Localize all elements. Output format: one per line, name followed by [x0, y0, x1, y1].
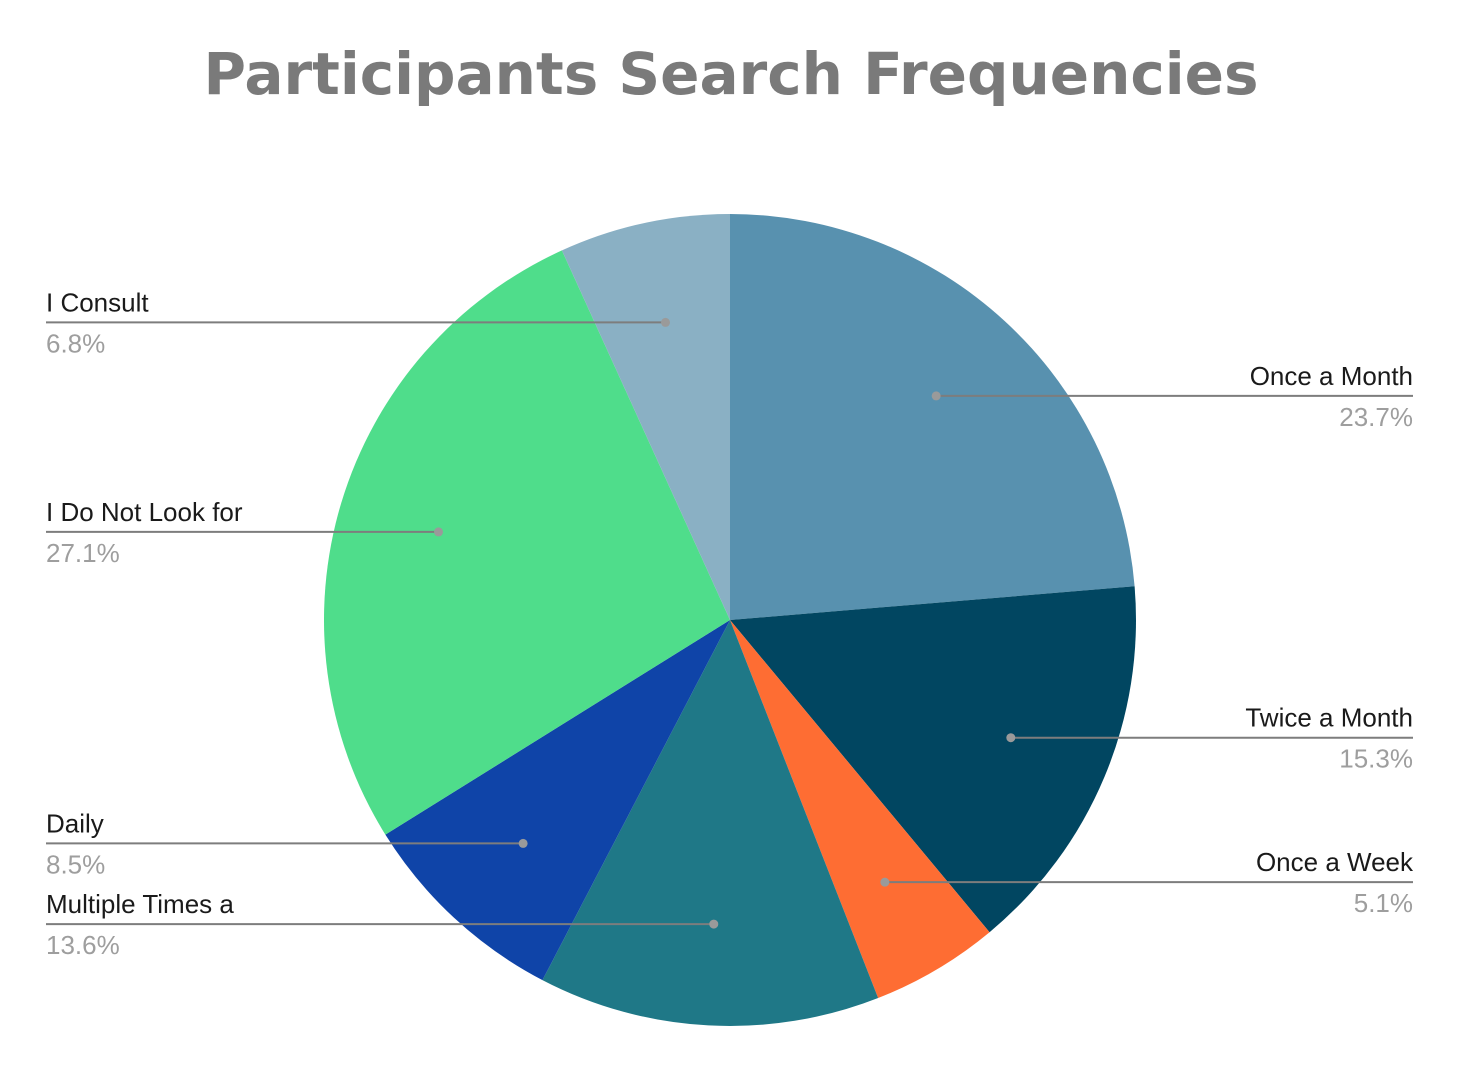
- slice-label-i-consult: I Consult: [46, 287, 149, 317]
- slice-value-twice-a-month: 15.3%: [1339, 744, 1413, 774]
- slice-value-once-a-week: 5.1%: [1354, 888, 1413, 918]
- leader-dot-twice-a-month: [1006, 733, 1016, 743]
- slice-label-i-do-not-look-for: I Do Not Look for: [46, 497, 243, 527]
- leader-dot-once-a-month: [931, 391, 941, 401]
- leader-dot-daily: [518, 838, 528, 848]
- leader-dot-multiple-times-a: [709, 919, 719, 929]
- pie-slice-i-consult: [561, 214, 730, 620]
- slice-label-once-a-week: Once a Week: [1256, 847, 1414, 877]
- slice-value-daily: 8.5%: [46, 849, 105, 879]
- slice-labels: Once a Month 23.7% Twice a Month 15.3% Once …: [46, 287, 1414, 960]
- pie-slice-i-do-not-look-for: [324, 250, 730, 835]
- slice-label-twice-a-month: Twice a Month: [1245, 703, 1413, 733]
- pie-slice-daily: [385, 620, 730, 981]
- slice-label-once-a-month: Once a Month: [1250, 361, 1413, 391]
- slice-value-multiple-times-a: 13.6%: [46, 930, 120, 960]
- pie-slice-once-a-week: [730, 620, 990, 999]
- pie-slice-twice-a-month: [730, 586, 1137, 933]
- slice-value-once-a-month: 23.7%: [1339, 402, 1413, 432]
- slice-value-i-do-not-look-for: 27.1%: [46, 538, 120, 568]
- slice-label-multiple-times-a: Multiple Times a: [46, 889, 234, 919]
- leader-dot-i-do-not-look-for: [434, 527, 444, 537]
- leader-dot-i-consult: [661, 317, 671, 327]
- chart-title: Participants Search Frequencies: [203, 40, 1258, 108]
- slice-value-i-consult: 6.8%: [46, 328, 105, 358]
- leader-dot-once-a-week: [880, 877, 890, 887]
- pie-slices: [324, 214, 1137, 1026]
- pie-slice-once-a-month: [730, 214, 1135, 620]
- slice-label-daily: Daily: [46, 808, 104, 838]
